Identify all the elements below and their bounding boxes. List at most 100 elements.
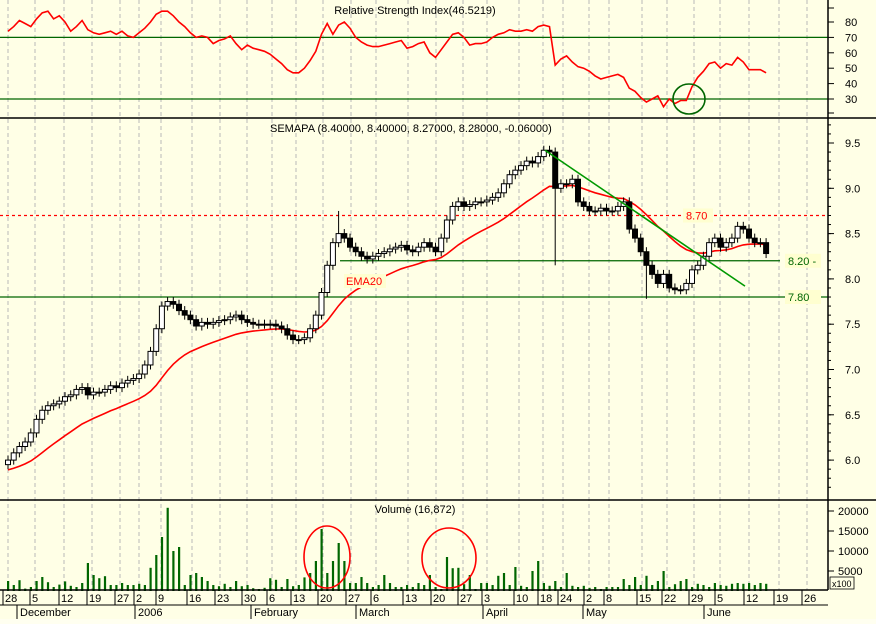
date-tick-label: 18 [540, 593, 552, 605]
candle [147, 346, 154, 370]
price-axis-label: 8.0 [845, 274, 860, 286]
candle [557, 179, 564, 193]
candle-body [746, 228, 752, 239]
candle [324, 260, 331, 298]
month-label: April [486, 607, 508, 619]
candle-body [386, 248, 393, 253]
volume-axis-label: 20000 [838, 506, 869, 518]
volume-bar [406, 585, 409, 591]
candle [632, 224, 638, 243]
candle [301, 333, 308, 345]
volume-unit-box [829, 576, 855, 590]
candle [67, 390, 74, 402]
date-tick-label: 20 [320, 593, 332, 605]
candle [352, 242, 359, 257]
candle-body [438, 237, 445, 253]
ema20-line [7, 184, 767, 471]
candle [449, 201, 456, 225]
candle-body [540, 149, 547, 158]
candle-body [10, 452, 17, 461]
volume-bar [326, 573, 329, 591]
price-axis-label: 7.5 [845, 319, 860, 331]
candle-body [426, 242, 433, 248]
candle [535, 152, 542, 168]
candle [278, 321, 285, 334]
candle-body [27, 432, 34, 443]
candle [597, 203, 604, 216]
candle-body [204, 321, 211, 325]
volume-bar [143, 585, 146, 591]
candle [426, 238, 433, 252]
rsi-axis-label: 40 [845, 79, 857, 91]
date-tick-label: 26 [804, 593, 816, 605]
candle-body [421, 242, 428, 248]
candle [740, 221, 747, 234]
candle-body [569, 178, 576, 185]
volume-bar [195, 573, 198, 591]
candle-body [113, 385, 120, 389]
candle [22, 437, 29, 452]
candle-body [295, 339, 302, 342]
candle [295, 335, 302, 345]
candle-body [307, 328, 314, 339]
candle-body [255, 323, 262, 326]
rsi-title: Relative Strength Index(46.5219) [334, 5, 495, 17]
volume-bar [696, 583, 699, 591]
candle [90, 387, 97, 400]
candle-body [193, 319, 200, 327]
candle [79, 383, 86, 394]
candle [763, 238, 770, 259]
month-label: March [359, 607, 390, 619]
candle [335, 210, 342, 248]
candle-body [643, 251, 650, 266]
date-tick-label: 13 [293, 593, 305, 605]
candle [381, 247, 388, 259]
candle [261, 319, 268, 329]
volume-bar [525, 587, 528, 591]
candle-body [404, 244, 410, 251]
candle [101, 384, 108, 397]
candle-body [272, 323, 279, 327]
price-axis-label: 9.5 [845, 138, 860, 150]
volume-spike-circle-march [421, 527, 477, 589]
volume-bar [713, 583, 716, 591]
volume-bar [508, 585, 511, 591]
candle [700, 251, 707, 270]
rsi-line [7, 10, 767, 109]
date-tick-label: 3 [484, 593, 490, 605]
volume-bar [662, 571, 665, 591]
candle-body [261, 323, 268, 326]
candle [307, 324, 314, 343]
candle-body [227, 316, 234, 321]
volume-bar [269, 578, 272, 591]
candle-body [176, 303, 182, 312]
date-tick-label: 2 [586, 593, 592, 605]
candle [614, 201, 621, 216]
candle [455, 197, 462, 211]
candle-body [483, 199, 490, 203]
candle [472, 197, 479, 210]
volume-bar [52, 587, 55, 591]
candle-body [244, 319, 251, 323]
candle-body [96, 391, 103, 394]
candle [671, 283, 678, 295]
volume-bar [303, 577, 306, 591]
volume-bar [320, 529, 323, 591]
volume-bar [92, 575, 95, 591]
candle [512, 165, 519, 180]
volume-bar [434, 587, 437, 591]
candle [233, 310, 239, 322]
volume-bar [656, 581, 659, 591]
candle [210, 317, 217, 329]
volume-axis-label: 10000 [838, 546, 869, 558]
candle [255, 319, 262, 329]
candle [5, 455, 11, 470]
volume-bar [189, 575, 192, 591]
date-tick-label: 24 [560, 593, 572, 605]
volume-bar [178, 547, 181, 591]
volume-bar [736, 583, 739, 591]
candle-body [740, 225, 747, 230]
volume-bar [18, 580, 21, 591]
volume-bar [679, 581, 682, 591]
volume-bar [571, 585, 574, 591]
